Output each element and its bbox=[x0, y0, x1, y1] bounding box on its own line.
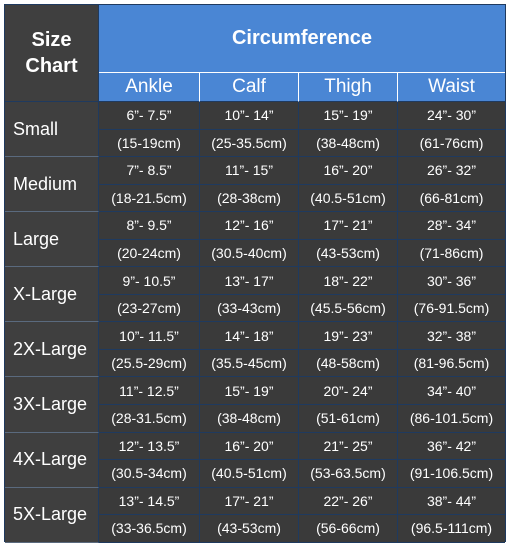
thigh-cm-range: (43-53cm) bbox=[299, 239, 398, 268]
calf-inch-range: 12”- 16” bbox=[200, 212, 299, 240]
waist-cm-range: (91-106.5cm) bbox=[398, 460, 505, 488]
waist-cm-range: (71-86cm) bbox=[398, 239, 505, 268]
waist-inch-range: 26”- 32” bbox=[398, 157, 505, 185]
calf-inch-range: 14”- 18” bbox=[200, 322, 299, 350]
thigh-cm-range: (38-48cm) bbox=[299, 129, 398, 158]
calf-cm-range: (28-38cm) bbox=[200, 184, 299, 213]
ankle-cm-range: (18-21.5cm) bbox=[99, 184, 200, 213]
calf-cm-range: (40.5-51cm) bbox=[200, 460, 299, 488]
ankle-inch-range: 12”- 13.5” bbox=[99, 432, 200, 461]
calf-cm-range: (30.5-40cm) bbox=[200, 239, 299, 268]
size-label: 4X-Large bbox=[5, 432, 99, 488]
size-chart-title: Size Chart bbox=[5, 5, 99, 102]
circumference-header: Circumference bbox=[99, 5, 505, 73]
waist-cm-range: (76-91.5cm) bbox=[398, 294, 505, 323]
calf-inch-range: 16”- 20” bbox=[200, 432, 299, 461]
waist-cm-range: (81-96.5cm) bbox=[398, 349, 505, 378]
size-label: Small bbox=[5, 102, 99, 158]
waist-inch-range: 38”- 44” bbox=[398, 487, 505, 516]
thigh-inch-range: 17”- 21” bbox=[299, 212, 398, 240]
size-chart-table: Size Chart Circumference Ankle Calf Thig… bbox=[4, 4, 506, 543]
size-label: 5X-Large bbox=[5, 487, 99, 543]
ankle-inch-range: 13”- 14.5” bbox=[99, 487, 200, 516]
size-label: 2X-Large bbox=[5, 322, 99, 378]
ankle-inch-range: 8”- 9.5” bbox=[99, 212, 200, 240]
ankle-cm-range: (28-31.5cm) bbox=[99, 405, 200, 433]
ankle-cm-range: (23-27cm) bbox=[99, 294, 200, 323]
calf-cm-range: (43-53cm) bbox=[200, 515, 299, 543]
waist-cm-range: (61-76cm) bbox=[398, 129, 505, 158]
size-title-line1: Size bbox=[31, 29, 72, 51]
size-label: Large bbox=[5, 212, 99, 268]
thigh-inch-range: 18”- 22” bbox=[299, 267, 398, 295]
column-header-thigh: Thigh bbox=[299, 73, 398, 102]
calf-cm-range: (35.5-45cm) bbox=[200, 349, 299, 378]
calf-inch-range: 11”- 15” bbox=[200, 157, 299, 185]
waist-inch-range: 36”- 42” bbox=[398, 432, 505, 461]
ankle-inch-range: 11”- 12.5” bbox=[99, 377, 200, 406]
ankle-cm-range: (30.5-34cm) bbox=[99, 460, 200, 488]
size-label: Medium bbox=[5, 157, 99, 213]
calf-cm-range: (33-43cm) bbox=[200, 294, 299, 323]
waist-inch-range: 28”- 34” bbox=[398, 212, 505, 240]
waist-inch-range: 24”- 30” bbox=[398, 102, 505, 130]
calf-cm-range: (25-35.5cm) bbox=[200, 129, 299, 158]
thigh-inch-range: 21”- 25” bbox=[299, 432, 398, 461]
calf-inch-range: 15”- 19” bbox=[200, 377, 299, 406]
size-label: X-Large bbox=[5, 267, 99, 323]
ankle-cm-range: (33-36.5cm) bbox=[99, 515, 200, 543]
column-header-ankle: Ankle bbox=[99, 73, 200, 102]
size-title-line2: Chart bbox=[25, 55, 78, 77]
thigh-cm-range: (51-61cm) bbox=[299, 405, 398, 433]
column-header-waist: Waist bbox=[398, 73, 505, 102]
ankle-cm-range: (25.5-29cm) bbox=[99, 349, 200, 378]
ankle-cm-range: (15-19cm) bbox=[99, 129, 200, 158]
ankle-inch-range: 7”- 8.5” bbox=[99, 157, 200, 185]
thigh-inch-range: 22”- 26” bbox=[299, 487, 398, 516]
size-label: 3X-Large bbox=[5, 377, 99, 433]
thigh-cm-range: (40.5-51cm) bbox=[299, 184, 398, 213]
calf-inch-range: 17”- 21” bbox=[200, 487, 299, 516]
column-header-calf: Calf bbox=[200, 73, 299, 102]
calf-cm-range: (38-48cm) bbox=[200, 405, 299, 433]
thigh-inch-range: 19”- 23” bbox=[299, 322, 398, 350]
thigh-cm-range: (56-66cm) bbox=[299, 515, 398, 543]
thigh-cm-range: (45.5-56cm) bbox=[299, 294, 398, 323]
thigh-cm-range: (48-58cm) bbox=[299, 349, 398, 378]
thigh-inch-range: 20”- 24” bbox=[299, 377, 398, 406]
waist-cm-range: (86-101.5cm) bbox=[398, 405, 505, 433]
calf-inch-range: 10”- 14” bbox=[200, 102, 299, 130]
ankle-inch-range: 9”- 10.5” bbox=[99, 267, 200, 295]
waist-cm-range: (96.5-111cm) bbox=[398, 515, 505, 543]
ankle-inch-range: 10”- 11.5” bbox=[99, 322, 200, 350]
waist-inch-range: 34”- 40” bbox=[398, 377, 505, 406]
thigh-cm-range: (53-63.5cm) bbox=[299, 460, 398, 488]
waist-cm-range: (66-81cm) bbox=[398, 184, 505, 213]
calf-inch-range: 13”- 17” bbox=[200, 267, 299, 295]
waist-inch-range: 30”- 36” bbox=[398, 267, 505, 295]
waist-inch-range: 32”- 38” bbox=[398, 322, 505, 350]
ankle-cm-range: (20-24cm) bbox=[99, 239, 200, 268]
thigh-inch-range: 16”- 20” bbox=[299, 157, 398, 185]
ankle-inch-range: 6”- 7.5” bbox=[99, 102, 200, 130]
thigh-inch-range: 15”- 19” bbox=[299, 102, 398, 130]
